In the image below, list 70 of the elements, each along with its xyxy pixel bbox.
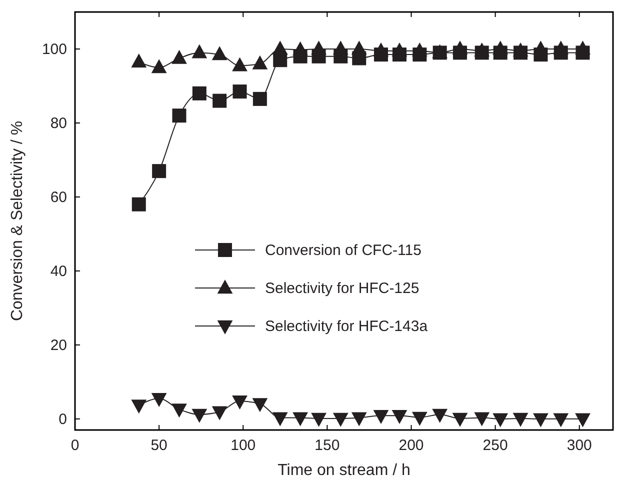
point: [492, 413, 508, 428]
point: [392, 42, 408, 56]
point: [452, 40, 468, 55]
point: [172, 108, 186, 123]
point: [575, 413, 590, 428]
point: [292, 412, 308, 426]
x-axis-title: Time on stream / h: [278, 462, 410, 479]
x-tick-label: 250: [482, 437, 508, 454]
legend-label: Selectivity for HFC-143a: [265, 318, 428, 335]
point: [232, 396, 248, 410]
point: [212, 94, 227, 108]
x-tick-label: 150: [314, 437, 340, 454]
point: [332, 40, 348, 55]
point: [533, 413, 548, 428]
point: [212, 406, 228, 420]
point: [452, 412, 468, 427]
point: [232, 84, 247, 99]
y-tick-label: 60: [50, 188, 67, 206]
point: [131, 54, 147, 68]
point: [172, 404, 187, 418]
point: [212, 46, 228, 60]
point: [575, 40, 590, 55]
point: [512, 412, 528, 427]
point: [332, 412, 348, 427]
point: [252, 398, 268, 412]
y-tick-label: 100: [42, 40, 67, 58]
point: [533, 40, 548, 55]
y-tick-label: 0: [58, 410, 67, 428]
point: [412, 42, 428, 56]
point: [351, 40, 367, 55]
point: [151, 59, 167, 74]
point: [232, 57, 248, 72]
point: [373, 410, 389, 424]
point: [553, 40, 569, 55]
x-tick-label: 0: [70, 437, 80, 454]
point: [392, 410, 408, 424]
x-tick-label: 100: [230, 437, 256, 454]
point: [373, 42, 389, 56]
point: [553, 413, 569, 428]
point: [412, 412, 428, 426]
point: [474, 412, 490, 426]
y-axis-title: Conversion & Selectivity / %: [9, 120, 26, 322]
point: [292, 41, 308, 56]
point: [311, 40, 326, 55]
y-tick-label: 20: [50, 336, 67, 354]
point: [432, 408, 448, 423]
point: [252, 55, 268, 70]
point: [492, 40, 508, 55]
point: [252, 92, 267, 106]
point: [152, 164, 166, 178]
point: [311, 412, 326, 427]
legend-label: Selectivity for HFC-125: [265, 280, 420, 297]
point: [172, 50, 187, 64]
point: [272, 40, 288, 55]
point: [512, 42, 528, 56]
x-tick-label: 50: [150, 437, 168, 454]
point: [192, 44, 208, 58]
point: [192, 86, 206, 100]
point: [151, 392, 167, 407]
x-tick-label: 200: [398, 437, 424, 454]
point: [132, 197, 146, 212]
y-tick-label: 80: [50, 114, 67, 132]
y-tick-label: 40: [50, 262, 67, 280]
point: [351, 412, 367, 426]
x-tick-label: 300: [566, 437, 592, 454]
point: [131, 400, 147, 414]
point: [192, 408, 208, 423]
point: [272, 412, 288, 426]
legend-label: Conversion of CFC-115: [265, 242, 422, 259]
point: [474, 42, 490, 56]
